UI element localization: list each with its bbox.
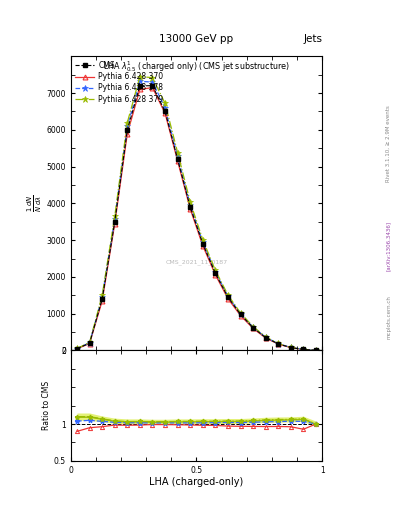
Pythia 6.428 378 bbox=[163, 105, 167, 111]
CMS bbox=[112, 219, 117, 225]
Pythia 6.428 370 bbox=[213, 272, 218, 278]
Pythia 6.428 378 bbox=[263, 334, 268, 340]
Y-axis label: $\frac{1}{N}\frac{dN}{d\lambda}$: $\frac{1}{N}\frac{dN}{d\lambda}$ bbox=[26, 195, 44, 212]
Text: CMS_2021_11_0187: CMS_2021_11_0187 bbox=[165, 260, 228, 265]
Pythia 6.428 370 bbox=[112, 221, 117, 227]
Pythia 6.428 379 bbox=[263, 334, 268, 340]
Pythia 6.428 378 bbox=[251, 324, 255, 330]
Pythia 6.428 370 bbox=[276, 341, 281, 347]
Pythia 6.428 370 bbox=[125, 131, 130, 137]
Pythia 6.428 378 bbox=[138, 78, 142, 84]
Text: Rivet 3.1.10, ≥ 2.9M events: Rivet 3.1.10, ≥ 2.9M events bbox=[386, 105, 391, 182]
Text: LHA $\lambda^{1}_{0.5}$ (charged only) (CMS jet substructure): LHA $\lambda^{1}_{0.5}$ (charged only) (… bbox=[103, 59, 290, 74]
CMS bbox=[301, 347, 306, 353]
Pythia 6.428 379 bbox=[200, 237, 205, 243]
Pythia 6.428 379 bbox=[163, 100, 167, 106]
Pythia 6.428 379 bbox=[276, 340, 281, 347]
Line: CMS: CMS bbox=[75, 83, 318, 353]
Pythia 6.428 379 bbox=[188, 199, 193, 205]
CMS bbox=[263, 334, 268, 340]
Pythia 6.428 379 bbox=[75, 346, 79, 352]
Pythia 6.428 370 bbox=[138, 87, 142, 93]
Pythia 6.428 379 bbox=[87, 339, 92, 346]
Line: Pythia 6.428 379: Pythia 6.428 379 bbox=[74, 73, 319, 353]
Pythia 6.428 370 bbox=[150, 84, 155, 91]
Pythia 6.428 378 bbox=[188, 202, 193, 208]
Pythia 6.428 378 bbox=[100, 294, 105, 300]
X-axis label: LHA (charged-only): LHA (charged-only) bbox=[149, 477, 244, 487]
CMS bbox=[276, 341, 281, 347]
Pythia 6.428 370 bbox=[288, 345, 293, 351]
Pythia 6.428 370 bbox=[301, 347, 306, 353]
Pythia 6.428 378 bbox=[175, 153, 180, 159]
Y-axis label: Ratio to CMS: Ratio to CMS bbox=[42, 381, 51, 430]
Pythia 6.428 378 bbox=[238, 311, 243, 317]
CMS bbox=[251, 325, 255, 331]
Pythia 6.428 378 bbox=[276, 340, 281, 347]
Text: [arXiv:1306.3436]: [arXiv:1306.3436] bbox=[386, 221, 391, 271]
Pythia 6.428 379 bbox=[213, 267, 218, 273]
CMS bbox=[138, 82, 142, 89]
Pythia 6.428 370 bbox=[87, 340, 92, 347]
Text: mcplots.cern.ch: mcplots.cern.ch bbox=[386, 295, 391, 339]
CMS bbox=[188, 204, 193, 210]
Pythia 6.428 370 bbox=[263, 335, 268, 341]
Pythia 6.428 370 bbox=[238, 312, 243, 318]
CMS bbox=[150, 82, 155, 89]
Pythia 6.428 379 bbox=[288, 344, 293, 350]
Pythia 6.428 379 bbox=[125, 119, 130, 125]
Pythia 6.428 370 bbox=[226, 295, 230, 302]
Line: Pythia 6.428 378: Pythia 6.428 378 bbox=[74, 78, 319, 353]
Pythia 6.428 370 bbox=[175, 158, 180, 164]
Pythia 6.428 379 bbox=[226, 292, 230, 298]
CMS bbox=[288, 345, 293, 351]
Pythia 6.428 379 bbox=[150, 75, 155, 81]
Pythia 6.428 370 bbox=[188, 206, 193, 212]
Pythia 6.428 378 bbox=[301, 346, 306, 352]
Pythia 6.428 370 bbox=[200, 243, 205, 249]
Pythia 6.428 378 bbox=[200, 239, 205, 245]
Pythia 6.428 379 bbox=[175, 150, 180, 156]
Pythia 6.428 378 bbox=[150, 79, 155, 85]
Pythia 6.428 378 bbox=[125, 123, 130, 129]
Pythia 6.428 379 bbox=[112, 213, 117, 219]
Pythia 6.428 378 bbox=[288, 345, 293, 351]
CMS bbox=[238, 311, 243, 317]
CMS bbox=[87, 340, 92, 346]
Pythia 6.428 379 bbox=[301, 346, 306, 352]
CMS bbox=[100, 296, 105, 302]
CMS bbox=[175, 156, 180, 162]
Legend: CMS, Pythia 6.428 370, Pythia 6.428 378, Pythia 6.428 379: CMS, Pythia 6.428 370, Pythia 6.428 378,… bbox=[73, 58, 166, 106]
Pythia 6.428 370 bbox=[251, 325, 255, 331]
Pythia 6.428 370 bbox=[100, 298, 105, 304]
Text: Jets: Jets bbox=[303, 33, 322, 44]
Pythia 6.428 378 bbox=[112, 216, 117, 222]
CMS bbox=[75, 346, 79, 352]
Line: Pythia 6.428 370: Pythia 6.428 370 bbox=[75, 85, 318, 353]
Pythia 6.428 370 bbox=[75, 346, 79, 352]
Pythia 6.428 379 bbox=[251, 324, 255, 330]
Pythia 6.428 379 bbox=[238, 310, 243, 316]
CMS bbox=[200, 241, 205, 247]
Text: 13000 GeV pp: 13000 GeV pp bbox=[160, 33, 233, 44]
Pythia 6.428 378 bbox=[314, 347, 318, 353]
CMS bbox=[213, 270, 218, 276]
Pythia 6.428 379 bbox=[138, 73, 142, 79]
CMS bbox=[314, 347, 318, 353]
Pythia 6.428 370 bbox=[163, 110, 167, 116]
Pythia 6.428 378 bbox=[87, 339, 92, 346]
Pythia 6.428 379 bbox=[100, 292, 105, 298]
CMS bbox=[125, 127, 130, 133]
CMS bbox=[163, 109, 167, 115]
Pythia 6.428 378 bbox=[75, 346, 79, 352]
Pythia 6.428 378 bbox=[213, 269, 218, 275]
CMS bbox=[226, 294, 230, 300]
Pythia 6.428 370 bbox=[314, 347, 318, 353]
Pythia 6.428 378 bbox=[226, 293, 230, 299]
Pythia 6.428 379 bbox=[314, 347, 318, 353]
